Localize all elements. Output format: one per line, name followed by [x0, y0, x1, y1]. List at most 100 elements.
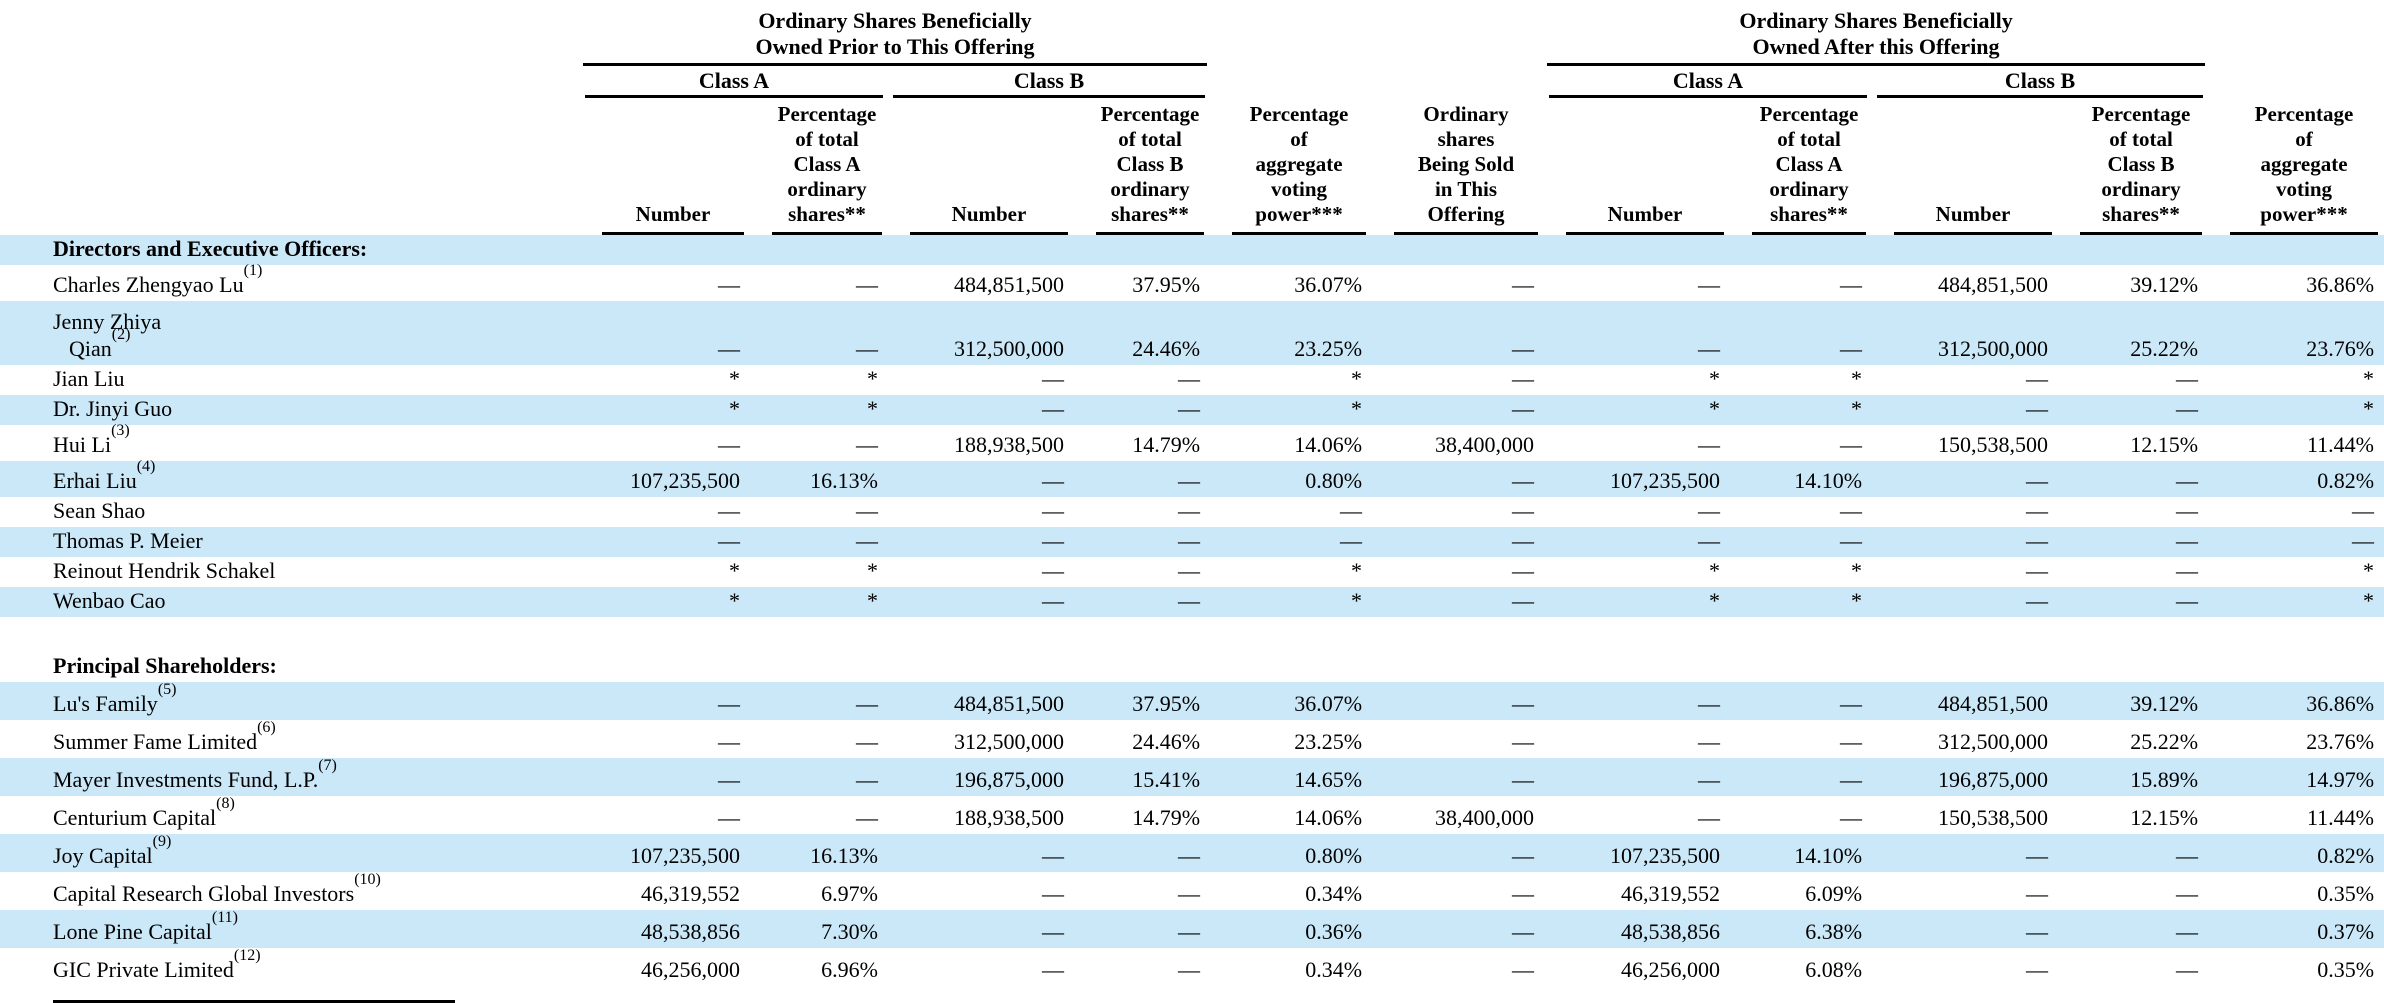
value-cell: —	[856, 805, 878, 830]
class-header-row: Class A Class B Class A Class B	[0, 66, 2384, 98]
value-cell: —	[1042, 498, 1064, 523]
value-cell: —	[2176, 588, 2199, 613]
col-header-number-after-class-b: Number	[1872, 98, 2058, 235]
value-cell: —	[856, 767, 878, 792]
value-cell: 196,875,000	[1938, 767, 2049, 792]
value-cell: 16.13%	[810, 843, 878, 868]
shareholder-name: Lone Pine Capital	[53, 919, 212, 944]
name-line-1: Jenny Zhiya	[53, 309, 162, 334]
value-cell: —	[2176, 843, 2199, 868]
value-cell: 15.41%	[1132, 767, 1201, 792]
value-cell: 15.89%	[2130, 767, 2199, 792]
value-cell: —	[2176, 558, 2199, 583]
value-cell: *	[2363, 558, 2375, 583]
value-cell: —	[1512, 691, 1535, 716]
value-cell: —	[1042, 528, 1064, 553]
shareholder-name-cell: Lu's Family(5)	[0, 680, 580, 720]
value-cell: *	[1351, 588, 1363, 613]
shareholder-name-cell: Charles Zhengyao Lu(1)	[0, 261, 580, 301]
shareholder-name: Thomas P. Meier	[53, 528, 203, 553]
value-cell: —	[2026, 498, 2049, 523]
value-cell: —	[1042, 881, 1064, 906]
shareholder-name: Dr. Jinyi Guo	[53, 396, 173, 421]
value-cell: —	[1512, 336, 1535, 361]
table-row: Mayer Investments Fund, L.P.(7) — — 196,875…	[0, 756, 2384, 796]
value-cell: 46,319,552	[641, 881, 740, 906]
table-row: Jian Liu * * — — * — * * — — *	[0, 365, 2384, 395]
value-cell: —	[1512, 767, 1535, 792]
value-cell: 0.80%	[1305, 843, 1363, 868]
value-cell: *	[1851, 366, 1863, 391]
value-cell: —	[718, 767, 740, 792]
value-cell: —	[1698, 805, 1721, 830]
value-cell: 25.22%	[2130, 729, 2199, 754]
prior-offering-group-header: Ordinary Shares Beneficially Owned Prior…	[580, 8, 1210, 66]
shareholder-name: Sean Shao	[53, 498, 146, 523]
value-cell: 14.65%	[1294, 767, 1363, 792]
value-cell: —	[1840, 805, 1863, 830]
value-cell: —	[2176, 366, 2199, 391]
value-cell: *	[867, 588, 878, 613]
value-cell: *	[729, 396, 740, 421]
value-cell: 12.15%	[2130, 432, 2199, 457]
value-cell: 0.35%	[2317, 957, 2375, 982]
value-cell: —	[1340, 528, 1363, 553]
table-row: Thomas P. Meier — — — — — — — — — — —	[0, 527, 2384, 557]
value-cell: 188,938,500	[954, 432, 1064, 457]
value-cell: —	[1698, 498, 1721, 523]
value-cell: —	[1698, 336, 1721, 361]
section-label: Directors and Executive Officers:	[53, 236, 368, 261]
class-b-header-prior: Class B	[888, 66, 1210, 98]
value-cell: 312,500,000	[954, 729, 1064, 754]
col-header-aggregate-voting-after: Percentage of aggregate voting power***	[2208, 98, 2384, 235]
value-cell: 14.79%	[1132, 432, 1201, 457]
table-row: Joy Capital(9) 107,235,500 16.13% — — 0.80% — 1…	[0, 832, 2384, 872]
value-cell: —	[1178, 366, 1201, 391]
value-cell: —	[1840, 336, 1863, 361]
value-cell: 188,938,500	[954, 805, 1064, 830]
value-cell: 0.36%	[1305, 919, 1363, 944]
value-cell: —	[1042, 468, 1064, 493]
value-cell: 14.97%	[2306, 767, 2375, 792]
footnote-ref: (7)	[318, 756, 337, 774]
value-cell: —	[1042, 919, 1064, 944]
column-header-row: Number Percentage of total Class A ordin…	[0, 98, 2384, 235]
value-cell: 6.97%	[821, 881, 878, 906]
value-cell: —	[1698, 272, 1721, 297]
value-cell: 23.76%	[2306, 729, 2375, 754]
col-header-pct-class-a-prior: Percentage of total Class A ordinary sha…	[750, 98, 888, 235]
table-row: GIC Private Limited(12) 46,256,000 6.96% — —…	[0, 947, 2384, 986]
value-cell: —	[1698, 691, 1721, 716]
prior-voting-spacer	[1210, 66, 1372, 98]
sold-column-spacer	[1372, 66, 1544, 98]
value-cell: 0.82%	[2317, 843, 2375, 868]
shareholder-name-cell: Wenbao Cao	[0, 587, 580, 617]
shareholder-name: Charles Zhengyao Lu	[53, 272, 244, 297]
value-cell: —	[1042, 843, 1064, 868]
table-row: Lu's Family(5) — — 484,851,500 37.95% 36.07% —…	[0, 680, 2384, 720]
shareholder-name-cell: Sean Shao	[0, 497, 580, 527]
shareholder-name: GIC Private Limited	[53, 957, 234, 982]
shareholder-name: Mayer Investments Fund, L.P.	[53, 767, 319, 792]
after-voting-spacer	[2208, 66, 2384, 98]
footnote-ref: (9)	[152, 832, 172, 850]
class-a-header-after: Class A	[1544, 66, 1872, 98]
value-cell: —	[1178, 843, 1201, 868]
value-cell: 312,500,000	[1938, 336, 2049, 361]
name-line-2: Qian(2)	[69, 325, 131, 361]
value-cell: —	[2352, 528, 2375, 553]
value-cell: 107,235,500	[1610, 843, 1721, 868]
value-cell: 46,256,000	[641, 957, 740, 982]
value-cell: 196,875,000	[954, 767, 1064, 792]
spacer-cell	[0, 617, 2384, 650]
value-cell: 14.06%	[1294, 432, 1363, 457]
value-cell: —	[1042, 396, 1064, 421]
value-cell: 48,538,856	[641, 919, 740, 944]
shareholder-name: Joy Capital	[53, 843, 153, 868]
value-cell: 484,851,500	[1938, 691, 2049, 716]
value-cell: —	[2026, 468, 2049, 493]
footnote-ref: (5)	[157, 680, 177, 698]
value-cell: *	[2363, 588, 2375, 613]
value-cell: 23.25%	[1294, 336, 1363, 361]
footnote-ref: (1)	[243, 261, 263, 279]
